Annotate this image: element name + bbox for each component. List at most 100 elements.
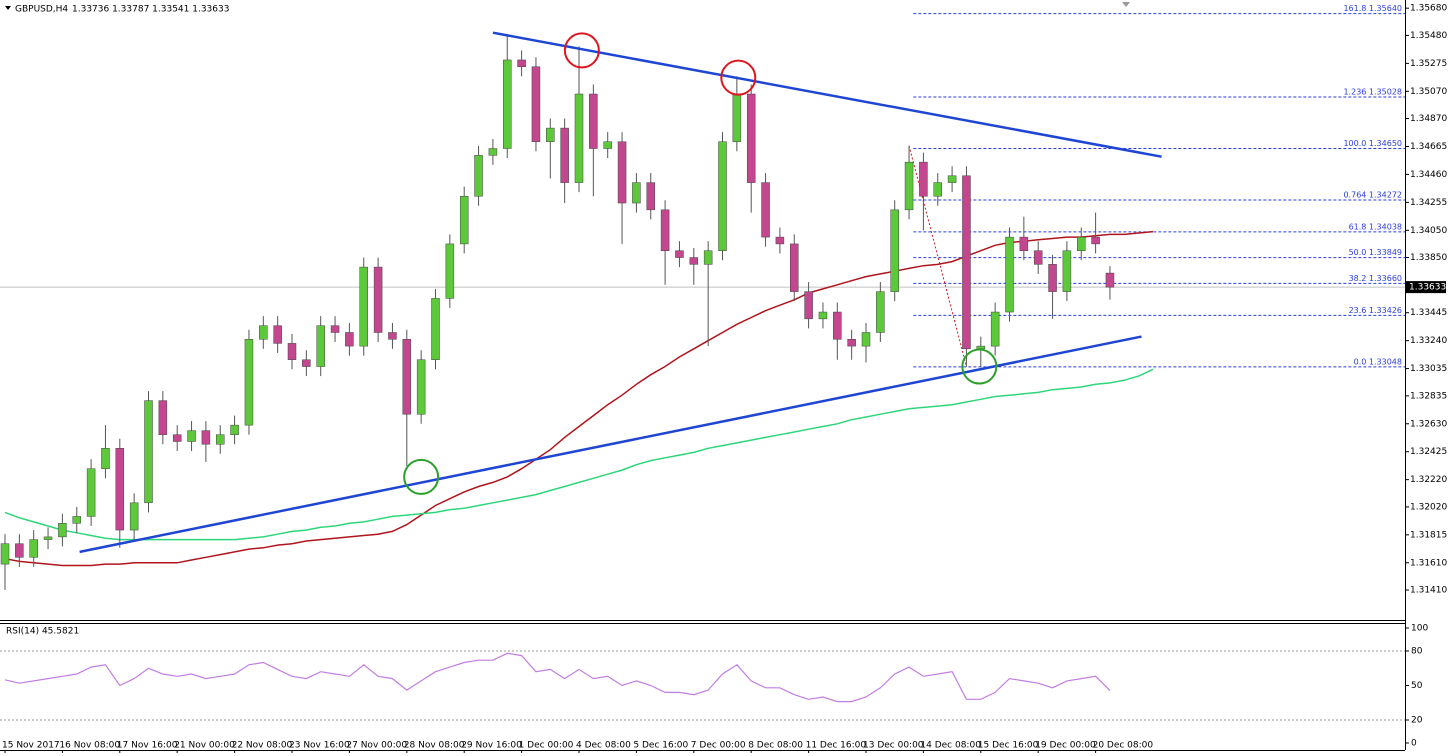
- candle-body: [531, 66, 541, 142]
- y-tick-label: 1.35070: [1410, 87, 1447, 97]
- y-tick-label: 1.34870: [1410, 114, 1447, 124]
- candle-body: [0, 543, 10, 565]
- candle-body: [1033, 250, 1043, 265]
- candle-body: [488, 148, 498, 156]
- candle-body: [1077, 236, 1086, 251]
- candle-body: [474, 155, 483, 197]
- fib-label: 61.8 1.34038: [1349, 222, 1402, 231]
- candle-body: [589, 93, 598, 149]
- rsi-tick-label: 80: [1411, 647, 1423, 657]
- x-tick-label: 15 Nov 2017: [2, 741, 60, 751]
- trendline: [79, 335, 1142, 554]
- candle-body: [1048, 264, 1057, 292]
- candle-body: [546, 127, 555, 142]
- x-tick-label: 20 Dec 08:00: [1093, 741, 1154, 751]
- candle-body: [72, 516, 81, 524]
- candle-body: [632, 182, 641, 204]
- candle-body: [617, 141, 627, 204]
- x-tick-label: 29 Nov 16:00: [461, 741, 522, 751]
- x-tick-label: 11 Dec 16:00: [806, 741, 867, 751]
- candle-body: [804, 291, 813, 320]
- candle-body: [761, 182, 770, 238]
- rsi-tick-label: 20: [1411, 716, 1423, 726]
- candle-body: [216, 434, 225, 445]
- y-tick-label: 1.32630: [1410, 419, 1447, 429]
- candle-body: [574, 93, 584, 183]
- candle-body: [732, 93, 742, 142]
- y-tick-label: 1.34050: [1410, 226, 1447, 236]
- candle-body: [1019, 236, 1029, 251]
- candle-body: [302, 359, 311, 367]
- candle-body: [345, 332, 354, 347]
- fib-label: 0.764 1.34272: [1343, 191, 1402, 200]
- y-tick-label: 1.33445: [1410, 308, 1447, 318]
- candle-body: [230, 424, 239, 435]
- candle-body: [86, 468, 96, 517]
- moving-average: [4, 230, 1154, 567]
- fib-label: 38.2 1.33660: [1349, 274, 1402, 283]
- y-tick-label: 1.32220: [1410, 475, 1447, 485]
- fib-label: 23.6 1.33426: [1349, 306, 1402, 315]
- rsi-tick-label: 50: [1411, 681, 1423, 691]
- candle-body: [876, 291, 885, 333]
- current-price-label: 1.33633: [1409, 283, 1446, 293]
- candle-body: [919, 161, 928, 197]
- candle-body: [990, 311, 1000, 347]
- candle-body: [373, 266, 383, 333]
- x-tick-label: 19 Dec 00:00: [1035, 741, 1096, 751]
- candle-body: [172, 434, 182, 442]
- x-tick-label: 27 Nov 00:00: [346, 741, 407, 751]
- candle-body: [316, 325, 325, 367]
- candle-body: [1062, 250, 1072, 292]
- candle-body: [560, 127, 569, 183]
- rsi-line: [4, 652, 1111, 703]
- candle-body: [129, 502, 139, 531]
- trendline: [492, 31, 1162, 158]
- candle-body: [459, 195, 469, 245]
- x-tick-label: 14 Dec 08:00: [920, 741, 981, 751]
- candle-body: [1005, 236, 1014, 313]
- y-tick-label: 1.32020: [1410, 502, 1447, 512]
- candle-body: [158, 400, 168, 435]
- candle-body: [517, 59, 526, 68]
- candle-body: [775, 236, 785, 245]
- highlight-circle: [720, 59, 757, 96]
- x-tick-label: 15 Dec 16:00: [978, 741, 1039, 751]
- y-tick-label: 1.32835: [1410, 391, 1447, 401]
- candle-body: [1105, 272, 1115, 288]
- candle-body: [904, 161, 914, 211]
- candle-body: [330, 325, 340, 333]
- candle-body: [646, 182, 655, 211]
- x-tick-label: 17 Nov 16:00: [117, 741, 178, 751]
- candle-body: [675, 250, 684, 258]
- candle-body: [144, 400, 153, 504]
- candle-body: [359, 266, 368, 347]
- fib-label: 1.236 1.35028: [1343, 88, 1402, 97]
- y-tick-label: 1.35275: [1410, 59, 1447, 69]
- fib-label: 0.0 1.33048: [1354, 357, 1402, 366]
- candle-body: [790, 243, 799, 292]
- candle-body: [273, 325, 282, 344]
- highlight-circle: [403, 458, 440, 495]
- y-tick-label: 1.35680: [1410, 4, 1447, 14]
- x-tick-label: 5 Dec 16:00: [633, 741, 688, 751]
- candle-body: [962, 175, 971, 350]
- candle-body: [388, 332, 397, 340]
- y-tick-label: 1.35480: [1410, 31, 1447, 41]
- y-tick-label: 1.31410: [1410, 586, 1447, 596]
- quote: 1.33736 1.33787 1.33541 1.33633: [72, 5, 229, 15]
- candle-body: [861, 332, 871, 347]
- candle-body: [503, 59, 512, 149]
- y-tick-label: 1.31610: [1410, 558, 1447, 568]
- x-tick-label: 13 Dec 00:00: [863, 741, 924, 751]
- candle-body: [847, 339, 856, 347]
- candle-body: [746, 93, 756, 183]
- x-tick-label: 8 Dec 08:00: [748, 741, 803, 751]
- x-tick-label: 4 Dec 08:00: [576, 741, 631, 751]
- rsi-label: RSI(14) 45.5821: [6, 627, 79, 637]
- candle-body: [718, 141, 727, 251]
- moving-average: [4, 368, 1154, 541]
- candle-body: [244, 339, 254, 426]
